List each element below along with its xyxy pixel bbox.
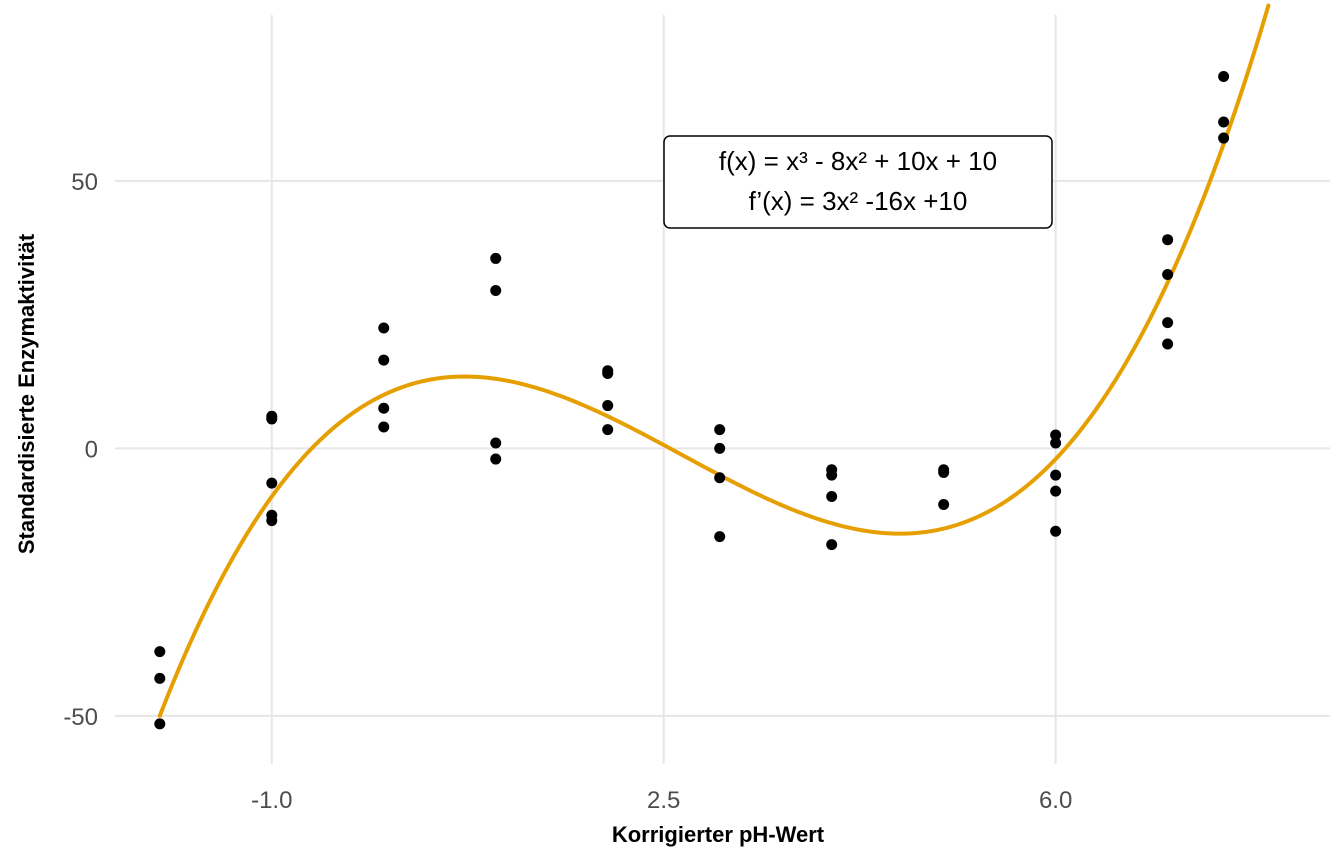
data-point [1050,525,1062,537]
equation-annotation: f(x) = x³ - 8x² + 10x + 10 f’(x) = 3x² -… [663,135,1053,229]
y-tick-label: -50 [63,704,98,731]
data-point [490,453,502,465]
annotation-line-2: f’(x) = 3x² -16x +10 [749,186,968,216]
data-point [1162,234,1174,246]
data-point [154,646,166,658]
data-point [1218,116,1230,128]
data-point [266,413,278,425]
data-point [1050,429,1062,441]
data-point [1162,338,1174,350]
data-point [714,442,726,454]
data-points [154,71,1230,730]
data-point [1050,437,1062,449]
data-point [826,491,838,502]
data-point [378,322,390,334]
x-tick-label: 6.0 [1039,787,1072,814]
data-point [1218,71,1230,83]
data-point [266,477,278,489]
y-tick-label: 50 [71,169,98,196]
data-point [1218,132,1230,144]
data-point [602,400,614,412]
data-point [938,499,950,511]
data-point [1162,317,1174,329]
data-point [714,472,726,484]
data-point [1050,469,1062,481]
data-point [602,367,614,379]
fitted-curve-layer [157,3,1271,718]
data-point [378,421,390,433]
data-point [378,354,390,366]
annotation-box [663,135,1053,229]
y-axis-title: Standardisierte Enzymaktivität [14,233,39,554]
grid [115,15,1330,764]
annotation-line-1: f(x) = x³ - 8x² + 10x + 10 [719,146,997,176]
x-tick-label: -1.0 [251,787,292,814]
x-axis-title: Korrigierter pH-Wert [612,822,825,847]
data-point [490,285,502,297]
data-point [266,515,278,527]
data-point [714,424,726,436]
x-axis-ticks: -1.0 2.5 6.0 [251,787,1072,814]
data-point [154,718,166,730]
y-tick-label: 0 [85,436,98,463]
fitted-curve [157,3,1271,718]
y-axis-ticks: -50 0 50 [63,169,98,731]
data-point [826,539,838,551]
data-point [1162,268,1174,280]
data-point [826,469,838,481]
data-point [490,252,502,264]
x-tick-label: 2.5 [647,787,680,814]
data-point [938,466,950,478]
data-point [602,424,614,436]
data-point [378,402,390,414]
data-point [154,672,166,684]
data-point [1050,485,1062,497]
data-point [714,531,726,543]
data-point [490,437,502,449]
